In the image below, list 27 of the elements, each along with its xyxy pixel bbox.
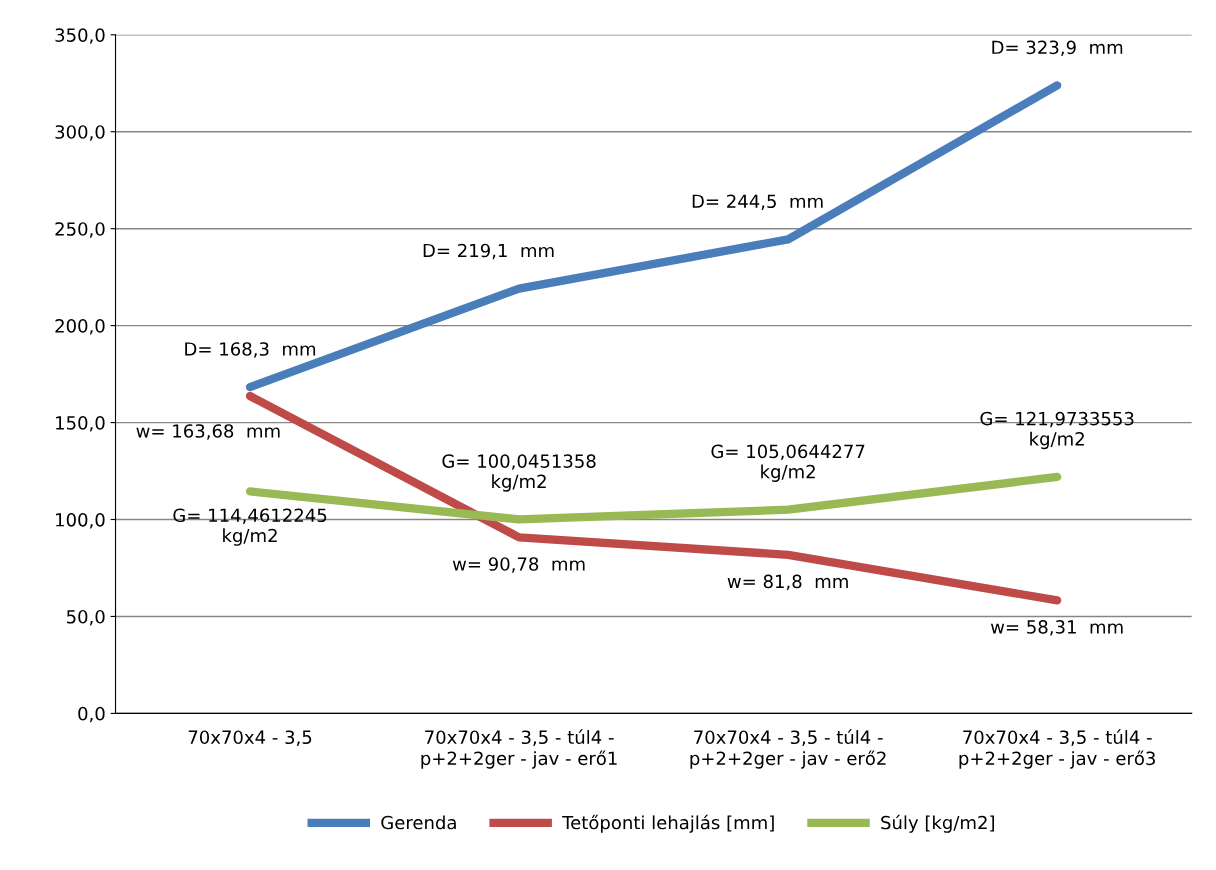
y-tick-label: 300,0 <box>55 125 105 141</box>
x-tick-label: 70x70x4 - 3,5 - túl4 - p+2+2ger - jav - erő1 <box>421 729 617 769</box>
data-label: G= 105,0644277 kg/m2 <box>711 444 865 482</box>
x-tick-label: 70x70x4 - 3,5 <box>188 730 312 746</box>
y-tick-label: 0,0 <box>78 706 105 723</box>
legend-label: Súly [kg/m2] <box>881 814 994 833</box>
x-tick-label: 70x70x4 - 3,5 - túl4 - p+2+2ger - jav - erő2 <box>690 729 886 769</box>
data-label: D= 219,1 mm <box>423 243 554 260</box>
y-tick-label: 150,0 <box>56 416 105 432</box>
data-label: G= 100,0451358 kg/m2 <box>442 454 596 492</box>
y-tick-label: 200,0 <box>55 319 105 335</box>
data-label: w= 163,68 mm <box>136 424 280 440</box>
y-tick-label: 350,0 <box>55 28 105 44</box>
y-tick-label: 100,0 <box>56 512 105 529</box>
data-label: w= 90,78 mm <box>452 557 585 573</box>
y-tick-label: 50,0 <box>66 609 105 626</box>
data-label: D= 244,5 mm <box>692 194 823 210</box>
data-label: w= 58,31 mm <box>990 620 1123 636</box>
data-label: G= 121,9733553 kg/m2 <box>980 411 1134 450</box>
legend-label: Tetőponti lehajlás [mm] <box>562 814 774 833</box>
x-tick-label: 70x70x4 - 3,5 - túl4 - p+2+2ger - jav - erő3 <box>959 729 1155 769</box>
data-label: D= 323,9 mm <box>992 40 1123 56</box>
legend-label: Gerenda <box>381 815 456 830</box>
data-label: w= 81,8 mm <box>727 574 848 591</box>
y-tick-label: 250,0 <box>55 222 105 238</box>
data-label: G= 114,4612245 kg/m2 <box>173 508 327 546</box>
data-label: D= 168,3 mm <box>185 342 316 358</box>
